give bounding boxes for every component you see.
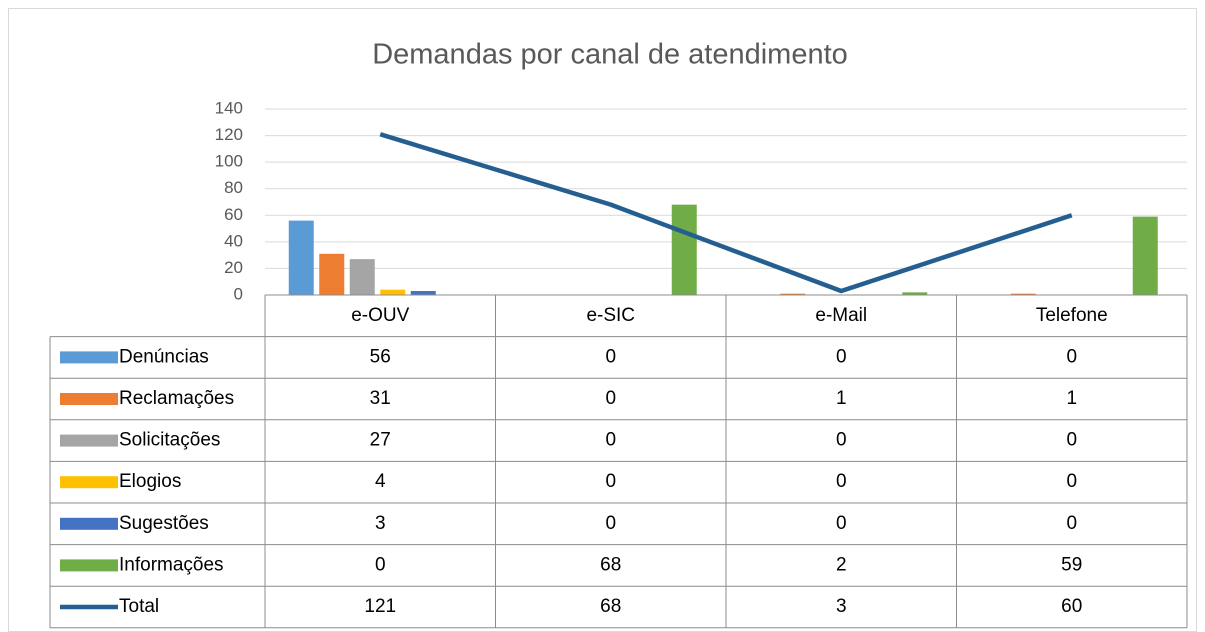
table-cell: 60 [1061,596,1082,617]
y-tick-label: 20 [224,258,243,277]
legend-label: Denúncias [119,346,209,367]
x-tick-label: e-OUV [351,305,409,326]
legend-label: Reclamações [119,388,234,409]
table-cell: 68 [600,554,621,575]
table-cell: 0 [1066,471,1077,492]
legend-key [60,351,118,364]
legend-key [60,434,118,447]
legend-label: Elogios [119,471,181,492]
table-cell: 59 [1061,554,1082,575]
table-cell: 0 [605,430,616,451]
legend-key [60,476,118,489]
table-cell: 3 [375,513,386,534]
bar [902,292,928,295]
legend-key [60,517,118,530]
table-cell: 0 [836,346,847,367]
bar [410,291,436,295]
y-tick-label: 40 [224,231,243,250]
table-cell: 31 [370,388,391,409]
bar [319,253,345,295]
table-cell: 0 [605,388,616,409]
chart-border [8,8,1197,632]
chart-title: Demandas por canal de atendimento [372,39,848,71]
line-series [379,132,1073,294]
table-cell: 0 [1066,430,1077,451]
bar [349,259,375,295]
table-cell: 121 [364,596,396,617]
table-cell: 0 [1066,346,1077,367]
y-tick-label: 120 [215,125,243,144]
table-cell: 0 [375,554,386,575]
table-cell: 3 [836,596,847,617]
bar [1132,216,1158,295]
x-tick-label: e-SIC [586,305,635,326]
bar [671,204,697,295]
table-cell: 0 [605,471,616,492]
table-cell: 0 [605,513,616,534]
y-tick-label: 80 [224,178,243,197]
legend-label: Solicitações [119,430,220,451]
table-cell: 27 [370,430,391,451]
table-cell: 4 [375,471,386,492]
table-cell: 1 [836,388,847,409]
legend-label: Total [119,596,159,617]
x-tick-label: e-Mail [815,305,867,326]
y-tick-label: 0 [234,284,243,303]
table-cell: 0 [836,513,847,534]
table-cell: 2 [836,554,847,575]
y-tick-label: 60 [224,205,243,224]
bar [780,293,806,295]
legend-label: Informações [119,554,224,575]
table-cell: 0 [1066,513,1077,534]
table-cell: 0 [605,346,616,367]
bar [288,220,314,295]
bar [380,289,406,295]
bar [1010,293,1036,295]
table-cell: 0 [836,430,847,451]
table-cell: 56 [370,346,391,367]
table-cell: 0 [836,471,847,492]
y-tick-label: 140 [215,98,243,117]
legend-key [60,393,118,405]
legend-key [60,559,118,572]
legend-label: Sugestões [119,513,209,534]
y-tick-label: 100 [215,152,243,171]
table-cell: 68 [600,596,621,617]
x-tick-label: Telefone [1036,305,1108,326]
table-cell: 1 [1066,388,1077,409]
